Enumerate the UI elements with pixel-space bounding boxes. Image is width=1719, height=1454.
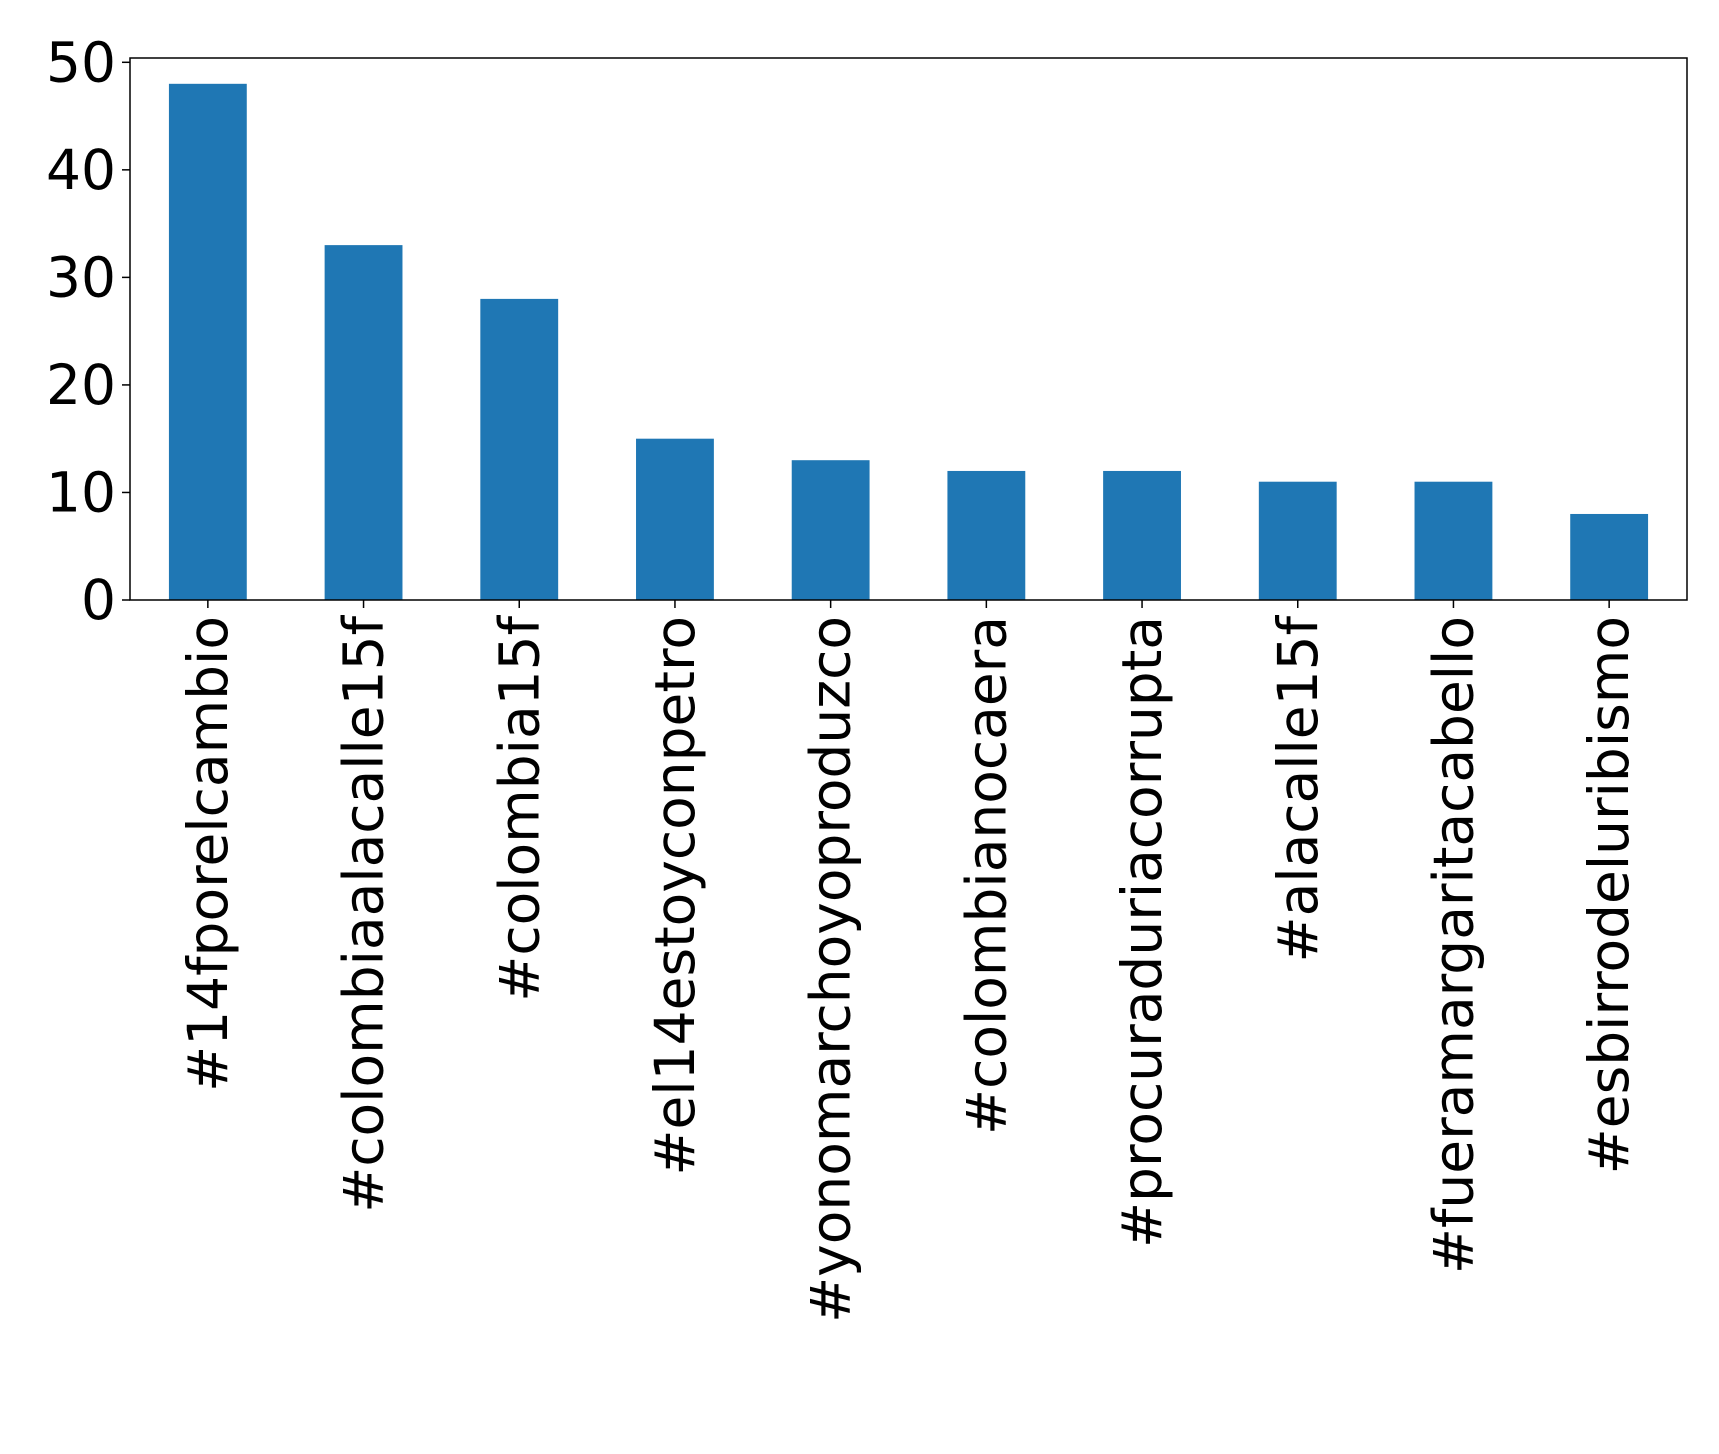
x-tick-label: #colombianocaera bbox=[954, 616, 1018, 1135]
x-tick-label: #procuraduriacorrupta bbox=[1110, 616, 1174, 1248]
bar bbox=[480, 298, 559, 600]
x-tick-label: #alacalle15f bbox=[1266, 614, 1330, 962]
bar bbox=[636, 438, 714, 600]
y-tick-label: 20 bbox=[46, 353, 116, 417]
x-tick-label: #el14estoyconpetro bbox=[643, 616, 707, 1176]
bar bbox=[791, 460, 870, 600]
bar bbox=[1570, 513, 1649, 600]
x-tick-label: #14fporelcambio bbox=[176, 616, 240, 1092]
y-tick-label: 10 bbox=[46, 460, 116, 524]
bar bbox=[168, 83, 247, 601]
plot-frame bbox=[129, 57, 1688, 601]
bar bbox=[1258, 481, 1337, 600]
x-tick-label: #colombiaalacalle15f bbox=[332, 614, 396, 1212]
bar bbox=[947, 470, 1026, 600]
bar bbox=[1414, 481, 1493, 600]
x-tick-label: #colombia15f bbox=[487, 614, 551, 1001]
y-tick-label: 30 bbox=[46, 245, 116, 309]
y-tick-label: 50 bbox=[46, 30, 116, 94]
bar bbox=[1103, 470, 1181, 600]
x-tick-label: #esbirrodeluribismo bbox=[1577, 616, 1641, 1174]
x-tick-label: #yonomarchoyoproduzco bbox=[799, 616, 863, 1323]
x-tick-label: #fueramargaritacabello bbox=[1421, 616, 1485, 1274]
bar bbox=[324, 245, 403, 600]
y-tick-label: 40 bbox=[46, 138, 116, 202]
y-tick-label: 0 bbox=[81, 568, 116, 632]
